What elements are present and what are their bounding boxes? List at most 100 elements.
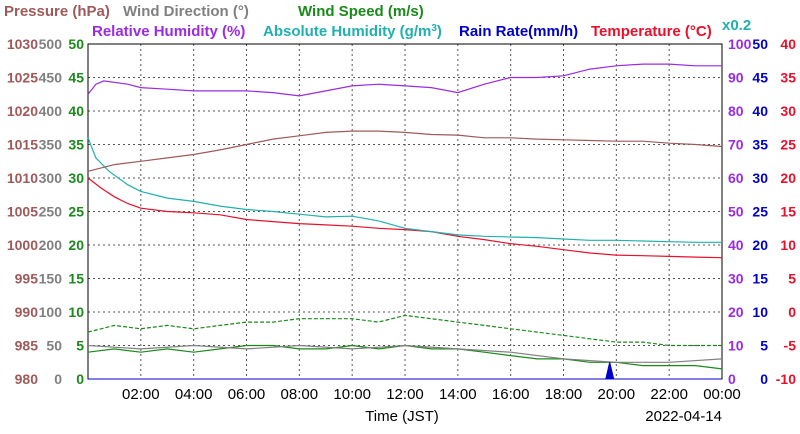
- tick-label-wind-direction: 300: [39, 170, 63, 186]
- tick-label-time: 22:00: [650, 386, 688, 403]
- tick-label-rain-rate: 20: [752, 237, 768, 253]
- tick-label-rain-rate: 30: [752, 170, 768, 186]
- tick-label-wind-speed: 50: [68, 36, 84, 52]
- tick-label-wind-direction: 500: [39, 36, 63, 52]
- legend: Pressure (hPa) Wind Direction (°) Wind S…: [4, 3, 751, 40]
- tick-label-relative-humidity: 80: [728, 103, 744, 119]
- tick-label-rain-rate: 0: [760, 371, 768, 387]
- series-absolute-humidity-x0-2: [87, 137, 722, 243]
- tick-label-pressure: 985: [15, 338, 39, 354]
- legend-pressure: Pressure (hPa): [4, 3, 110, 20]
- tick-label-rain-rate: 5: [760, 338, 768, 354]
- tick-label-wind-speed: 10: [68, 304, 84, 320]
- tick-label-time: 10:00: [333, 386, 371, 403]
- tick-label-pressure: 1020: [7, 103, 38, 119]
- legend-wind-speed: Wind Speed (m/s): [298, 3, 424, 20]
- tick-label-temperature: 5: [788, 271, 796, 287]
- series-layer: [87, 63, 723, 380]
- axis-tick-labels: 9809859909951000100510101015102010251030…: [7, 36, 796, 403]
- tick-label-pressure: 990: [15, 304, 39, 320]
- tick-label-time: 14:00: [439, 386, 477, 403]
- legend-scale-note: x0.2: [722, 17, 751, 34]
- tick-label-rain-rate: 35: [752, 137, 768, 153]
- tick-label-temperature: 20: [780, 170, 796, 186]
- x-axis-label: Time (JST): [365, 408, 439, 425]
- series-rain-rate: [88, 362, 722, 380]
- tick-label-relative-humidity: 50: [728, 204, 744, 220]
- legend-absolute-humidity: Absolute Humidity (g/m3): [263, 23, 442, 40]
- series-wind-speed-max: [87, 314, 722, 347]
- series-temperature: [87, 177, 723, 259]
- tick-label-temperature: 35: [780, 70, 796, 86]
- tick-label-relative-humidity: 90: [728, 70, 744, 86]
- legend-wind-direction: Wind Direction (°): [123, 3, 249, 20]
- tick-label-temperature: -10: [776, 371, 796, 387]
- tick-label-relative-humidity: 60: [728, 170, 744, 186]
- tick-label-wind-speed: 0: [76, 371, 84, 387]
- tick-label-time: 20:00: [598, 386, 636, 403]
- tick-label-wind-speed: 15: [68, 271, 84, 287]
- tick-label-pressure: 1025: [7, 70, 38, 86]
- tick-label-wind-speed: 45: [68, 70, 84, 86]
- tick-label-wind-speed: 25: [68, 204, 84, 220]
- tick-label-wind-direction: 50: [46, 338, 62, 354]
- tick-label-wind-direction: 250: [39, 204, 63, 220]
- tick-label-pressure: 995: [15, 271, 39, 287]
- tick-label-wind-direction: 350: [39, 137, 63, 153]
- tick-label-pressure: 1005: [7, 204, 38, 220]
- tick-label-time: 08:00: [281, 386, 319, 403]
- tick-label-relative-humidity: 30: [728, 271, 744, 287]
- tick-label-time: 18:00: [545, 386, 583, 403]
- tick-label-wind-speed: 40: [68, 103, 84, 119]
- tick-label-temperature: -5: [784, 338, 797, 354]
- tick-label-wind-direction: 0: [54, 371, 62, 387]
- tick-label-wind-direction: 400: [39, 103, 63, 119]
- tick-label-relative-humidity: 100: [728, 36, 752, 52]
- tick-label-temperature: 40: [780, 36, 796, 52]
- tick-label-rain-rate: 50: [752, 36, 768, 52]
- tick-label-temperature: 15: [780, 204, 796, 220]
- tick-label-wind-direction: 150: [39, 271, 63, 287]
- tick-label-wind-direction: 100: [39, 304, 63, 320]
- tick-label-pressure: 1000: [7, 237, 38, 253]
- tick-label-time: 16:00: [492, 386, 530, 403]
- tick-label-wind-speed: 5: [76, 338, 84, 354]
- tick-label-temperature: 25: [780, 137, 796, 153]
- tick-label-wind-direction: 200: [39, 237, 63, 253]
- tick-label-pressure: 1015: [7, 137, 38, 153]
- plot-area: [87, 43, 723, 380]
- tick-label-rain-rate: 25: [752, 204, 768, 220]
- tick-label-wind-speed: 30: [68, 170, 84, 186]
- tick-label-pressure: 1010: [7, 170, 38, 186]
- tick-label-relative-humidity: 40: [728, 237, 744, 253]
- legend-temperature: Temperature (°C): [591, 23, 712, 40]
- date-label: 2022-04-14: [645, 408, 722, 425]
- tick-label-pressure: 980: [15, 371, 39, 387]
- tick-label-time: 02:00: [122, 386, 160, 403]
- tick-label-wind-direction: 450: [39, 70, 63, 86]
- tick-label-wind-speed: 35: [68, 137, 84, 153]
- tick-label-temperature: 30: [780, 103, 796, 119]
- tick-label-relative-humidity: 70: [728, 137, 744, 153]
- series-relative-humidity: [87, 63, 722, 97]
- series-wind-direction: [87, 344, 723, 363]
- tick-label-time: 04:00: [175, 386, 213, 403]
- tick-label-time: 12:00: [386, 386, 424, 403]
- tick-label-temperature: 10: [780, 237, 796, 253]
- tick-label-rain-rate: 45: [752, 70, 768, 86]
- tick-label-time: 06:00: [228, 386, 266, 403]
- tick-label-rain-rate: 10: [752, 304, 768, 320]
- tick-label-relative-humidity: 20: [728, 304, 744, 320]
- legend-relative-humidity: Relative Humidity (%): [92, 23, 245, 40]
- tick-label-relative-humidity: 0: [728, 371, 736, 387]
- tick-label-rain-rate: 15: [752, 271, 768, 287]
- legend-rain-rate: Rain Rate(mm/h): [459, 23, 578, 40]
- tick-label-time: 00:00: [703, 386, 741, 403]
- series-pressure: [87, 130, 723, 172]
- tick-label-relative-humidity: 10: [728, 338, 744, 354]
- tick-label-rain-rate: 40: [752, 103, 768, 119]
- tick-label-temperature: 0: [788, 304, 796, 320]
- tick-label-wind-speed: 20: [68, 237, 84, 253]
- tick-label-pressure: 1030: [7, 36, 38, 52]
